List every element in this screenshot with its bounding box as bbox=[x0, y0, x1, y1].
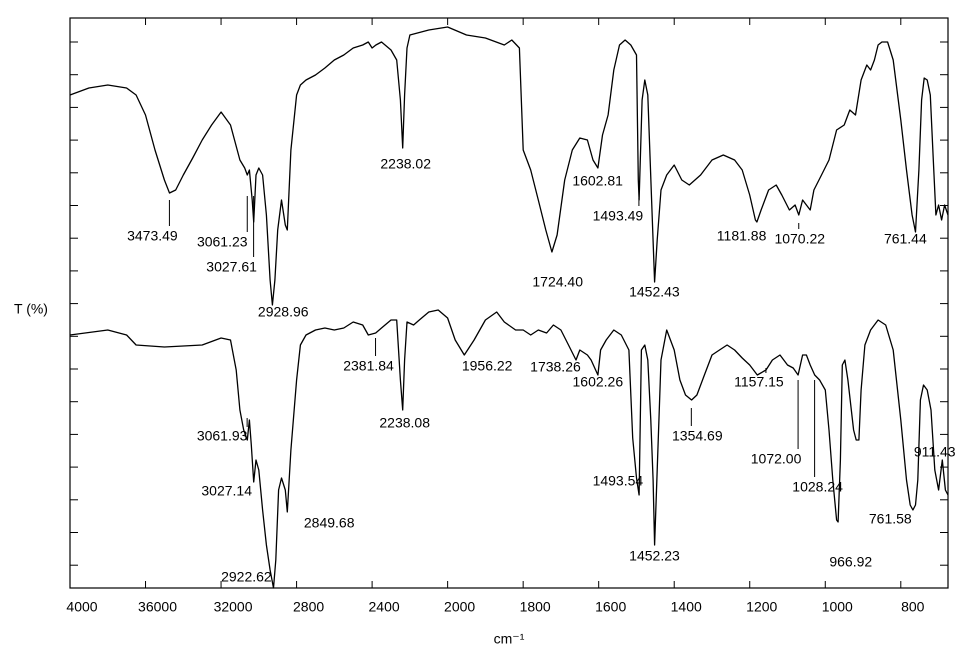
x-tick-label: 800 bbox=[901, 599, 925, 615]
peak-label: 1070.22 bbox=[774, 231, 825, 247]
x-tick-label: 1400 bbox=[671, 599, 702, 615]
peak-label: 1724.40 bbox=[532, 274, 583, 290]
peak-label: 3061.93 bbox=[197, 428, 248, 444]
peak-label: 1493.49 bbox=[593, 208, 644, 224]
x-tick-label: 1800 bbox=[520, 599, 551, 615]
peak-label: 3027.14 bbox=[201, 483, 252, 499]
y-axis-label: T (%) bbox=[14, 301, 48, 317]
peak-label: 1181.88 bbox=[717, 228, 767, 244]
peak-label: 911.43 bbox=[914, 444, 956, 460]
peak-label: 761.58 bbox=[869, 511, 912, 527]
peak-label: 1028.24 bbox=[792, 479, 843, 495]
peak-label: 1956.22 bbox=[462, 358, 513, 374]
peak-label: 1738.26 bbox=[530, 359, 581, 375]
x-tick-label: 2800 bbox=[293, 599, 324, 615]
peak-label: 1452.43 bbox=[629, 284, 680, 300]
x-tick-label: 36000 bbox=[138, 599, 177, 615]
peak-label: 2238.08 bbox=[379, 415, 430, 431]
peak-label: 1602.81 bbox=[572, 173, 623, 189]
peak-label: 1602.26 bbox=[573, 374, 624, 390]
peak-label: 3473.49 bbox=[127, 228, 178, 244]
peak-label: 1157.15 bbox=[734, 374, 784, 390]
x-tick-label: 1000 bbox=[822, 599, 853, 615]
x-axis-label: cm⁻¹ bbox=[494, 631, 525, 647]
peak-label: 2849.68 bbox=[304, 515, 355, 531]
peak-label: 1452.23 bbox=[629, 548, 680, 564]
peak-label: 1072.00 bbox=[751, 451, 802, 467]
peak-label: 966.92 bbox=[829, 554, 872, 570]
peak-label: 2238.02 bbox=[380, 156, 431, 172]
spectrum-trace bbox=[69, 26, 949, 306]
x-tick-label: 2400 bbox=[369, 599, 400, 615]
peak-label: 1354.69 bbox=[672, 428, 723, 444]
spectrum-trace bbox=[69, 309, 949, 589]
peak-label: 2922.62 bbox=[221, 569, 272, 585]
x-tick-label: 1600 bbox=[595, 599, 626, 615]
peak-label: 3027.61 bbox=[206, 259, 257, 275]
x-tick-label: 32000 bbox=[214, 599, 253, 615]
x-tick-label: 1200 bbox=[746, 599, 777, 615]
peak-label: 2928.96 bbox=[258, 304, 309, 320]
peak-label: 761.44 bbox=[884, 231, 927, 247]
peak-label: 3061.23 bbox=[197, 234, 248, 250]
x-tick-label: 2000 bbox=[444, 599, 475, 615]
plot-frame bbox=[69, 17, 949, 589]
peak-label: 1493.54 bbox=[593, 473, 644, 489]
x-tick-label: 4000 bbox=[66, 599, 97, 615]
peak-label: 2381.84 bbox=[343, 358, 394, 374]
